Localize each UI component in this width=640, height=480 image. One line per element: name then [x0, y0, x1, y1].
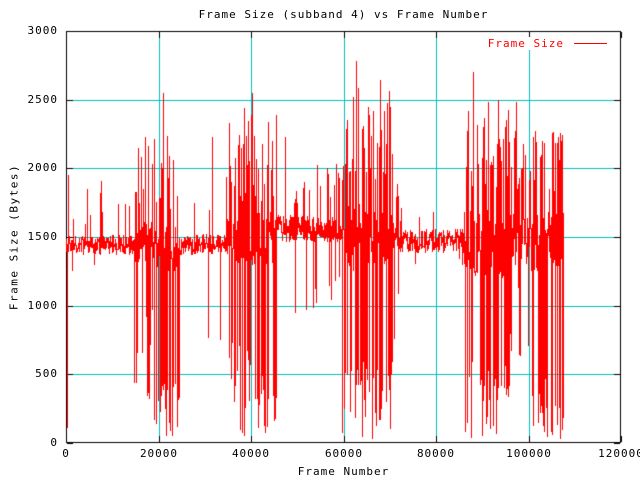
- x-tick-label: 0: [62, 447, 70, 460]
- x-tick-label: 120000: [598, 447, 640, 460]
- x-tick-label: 20000: [139, 447, 179, 460]
- y-axis-title: Frame Size (Bytes): [7, 163, 21, 311]
- chart-title: Frame Size (subband 4) vs Frame Number: [198, 8, 489, 21]
- legend-label: Frame Size: [487, 37, 564, 50]
- y-tick-label: 2000: [27, 161, 58, 174]
- legend: Frame Size: [485, 37, 609, 50]
- legend-line-sample-icon: [574, 43, 607, 44]
- x-tick-label: 40000: [231, 447, 271, 460]
- x-axis-title: Frame Number: [297, 465, 390, 478]
- y-tick-label: 0: [50, 436, 58, 449]
- y-tick-label: 1500: [27, 230, 58, 243]
- x-tick-label: 80000: [416, 447, 456, 460]
- y-tick-label: 500: [35, 367, 58, 380]
- y-tick-label: 3000: [27, 24, 58, 37]
- x-tick-label: 60000: [324, 447, 364, 460]
- y-tick-label: 2500: [27, 93, 58, 106]
- x-tick-label: 100000: [506, 447, 552, 460]
- y-tick-label: 1000: [27, 299, 58, 312]
